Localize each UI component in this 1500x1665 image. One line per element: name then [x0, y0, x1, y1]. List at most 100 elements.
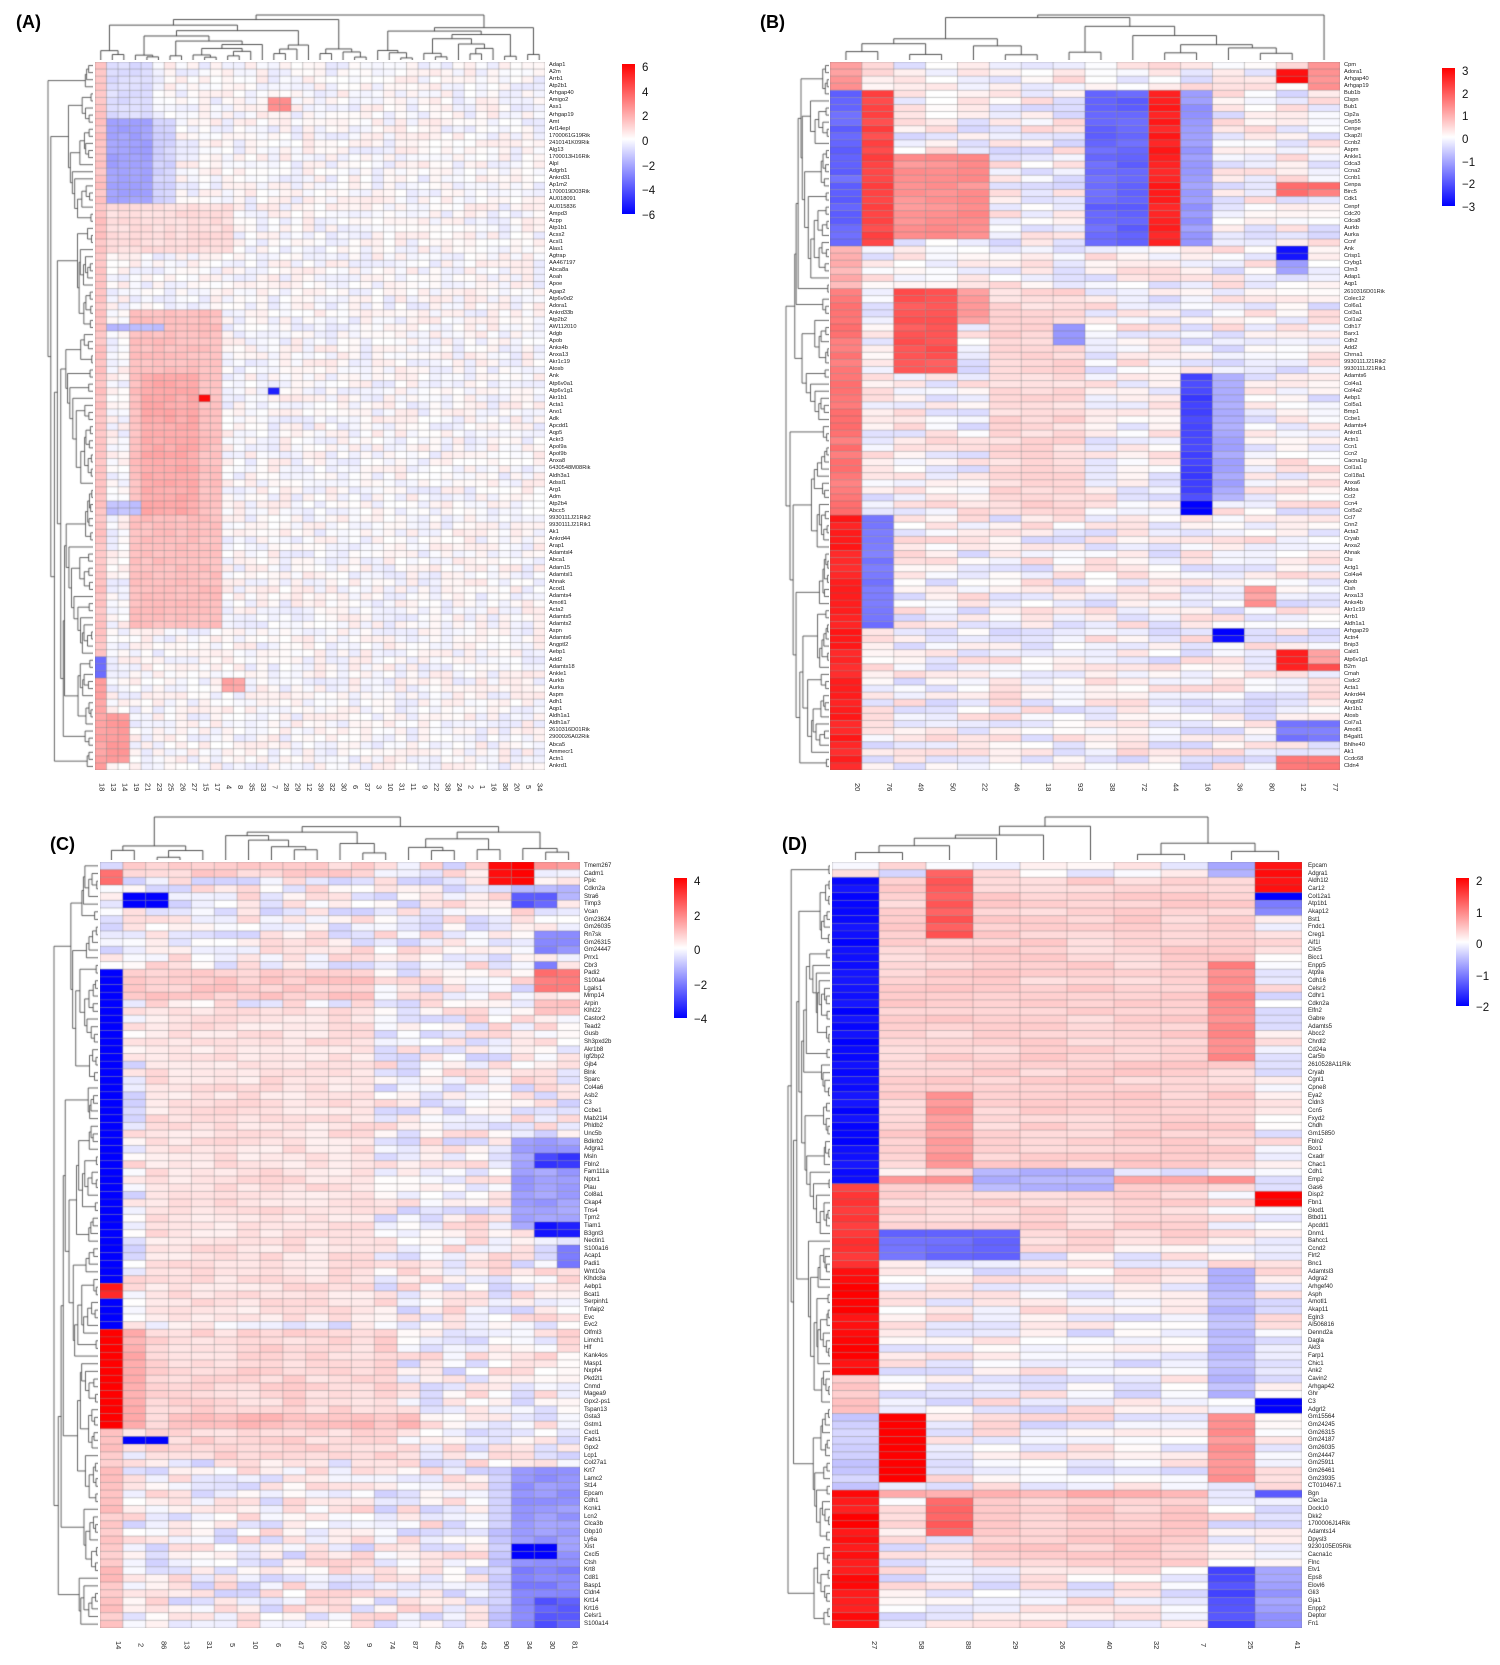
column-label: 31 [205, 1640, 215, 1650]
column-label: 12 [1299, 782, 1309, 792]
row-label: Acpp [549, 217, 562, 224]
row-label: Col18a1 [1344, 472, 1366, 479]
colorbar-tick-label: 2 [1462, 88, 1469, 101]
column-label: 17 [212, 782, 222, 792]
column-label: 74 [387, 1640, 397, 1650]
row-label: Akt3 [1308, 1344, 1321, 1352]
row-label: Gm26315 [1308, 1428, 1335, 1436]
row-label: Adgra1 [1308, 869, 1328, 877]
row-label: Ly6a [584, 1535, 597, 1543]
column-label: 46 [1012, 782, 1022, 792]
row-label: Ccn4 [1344, 500, 1358, 507]
row-label: Col6a1 [1344, 302, 1363, 309]
row-label: Arhgef40 [1308, 1283, 1333, 1291]
row-label: Amotl1 [1308, 1298, 1327, 1306]
row-label: Aebp1 [1344, 394, 1361, 401]
row-label: Apol9b [549, 451, 567, 458]
row-label: Bicc1 [1308, 953, 1323, 961]
row-label: Aurkb [549, 677, 564, 684]
row-label: Ghr [1308, 1390, 1319, 1398]
row-label: Ccbe1 [1344, 415, 1361, 422]
row-label: Adamts5 [549, 614, 572, 621]
row-label: Mmp14 [584, 992, 605, 1000]
colorbar-tick-label: 2 [642, 111, 649, 124]
row-label: Cacna1g [1344, 458, 1367, 465]
row-label: Celsr1 [584, 1612, 602, 1620]
row-label: Gm23935 [1308, 1474, 1335, 1482]
panel-a-label: (A) [16, 12, 41, 32]
row-labels: Epcam Adgra1 Aldh1l2 Car12 Col12a1 Atp1b1 Akap… [1308, 862, 1351, 1628]
column-label: 58 [917, 1640, 926, 1650]
column-label: 16 [489, 782, 499, 792]
row-label: Ankrd1 [549, 762, 568, 769]
row-label: Cpm [1344, 62, 1357, 68]
row-label: Adamtsl1 [549, 571, 573, 578]
colorbar-tick-label: 0 [1476, 939, 1483, 951]
colorbar-legend: 3 2 1 0 −1 −2 −3 [1442, 66, 1485, 214]
row-label: Eps8 [1308, 1574, 1322, 1582]
row-label: Klhdc8a [584, 1275, 607, 1283]
row-label: Birc5 [1344, 189, 1357, 196]
row-label: Adgrb1 [549, 168, 568, 175]
colorbar-gradient [1456, 878, 1469, 1006]
row-label: AI506816 [1308, 1321, 1335, 1329]
colorbar-gradient [674, 878, 687, 1018]
column-label: 35 [247, 782, 257, 792]
row-label: Alpl [549, 161, 559, 168]
column-label: 32 [328, 782, 338, 792]
row-label: Add2 [549, 656, 563, 663]
row-label: Ankrd1 [1344, 430, 1363, 437]
row-label: AA467197 [549, 260, 576, 267]
row-label: 9930111J21Rik2 [1344, 359, 1386, 366]
row-label: Lamc2 [584, 1474, 603, 1482]
row-label: Arhgap40 [549, 90, 574, 97]
column-label: 26 [178, 782, 188, 792]
row-label: Atp1b1 [549, 224, 568, 231]
row-label: Anxa8 [549, 458, 566, 465]
colorbar-tick-label: 4 [694, 876, 701, 888]
row-label: Cdh17 [1344, 323, 1361, 330]
row-label: Aoah [549, 274, 563, 281]
row-label: Bub1 [1344, 104, 1358, 111]
row-label: Krt7 [584, 1466, 596, 1474]
row-label: Ccn2 [1344, 451, 1358, 458]
row-label: Atp2b2 [549, 316, 568, 323]
row-label: Gpx2 [584, 1443, 599, 1451]
row-label: Adgra2 [1308, 1275, 1328, 1283]
row-label: Phldb2 [584, 1122, 603, 1130]
column-label: 28 [342, 1640, 352, 1650]
row-label: Atp6v0d2 [549, 295, 574, 302]
row-label: Aebp1 [584, 1283, 602, 1291]
row-label: Sparc [584, 1076, 600, 1084]
colorbar-tick-label: 0 [642, 136, 649, 148]
row-label: Csdc2 [1344, 677, 1361, 684]
row-label: Clspn [1344, 97, 1359, 104]
column-label: 77 [1331, 782, 1340, 792]
row-label: Xist [584, 1543, 595, 1551]
row-dendrogram [46, 62, 93, 770]
row-label: Cryab [1308, 1068, 1325, 1076]
row-label: Msln [584, 1152, 597, 1160]
row-label: Anxa6 [1344, 479, 1361, 486]
row-label: Cenpe [1344, 125, 1361, 132]
row-label: Clu [1344, 557, 1353, 564]
column-label: 72 [1139, 782, 1149, 792]
row-label: Atp9a [1308, 969, 1324, 977]
row-label: Epcam [584, 1489, 603, 1497]
row-label: Anxa13 [549, 352, 569, 359]
row-label: Fbn1 [1308, 1198, 1322, 1206]
row-label: Cdkn2a [1308, 999, 1330, 1007]
row-label: Anxa2 [1344, 543, 1361, 550]
column-dendrogram [100, 814, 580, 860]
row-label: Amotl1 [1344, 727, 1362, 734]
row-label: Gm24245 [1308, 1420, 1335, 1428]
row-label: Amotl1 [549, 599, 567, 606]
row-label: Emp2 [1308, 1175, 1324, 1183]
row-label: Abcc2 [1308, 1030, 1325, 1038]
row-label: 1700013H16Rik [549, 154, 590, 161]
row-label: Plau [584, 1183, 597, 1191]
row-label: Actg1 [1344, 564, 1359, 571]
row-label: Gm24447 [1308, 1451, 1335, 1459]
row-label: Gja1 [1308, 1597, 1321, 1604]
row-label: Aqp1 [1344, 281, 1358, 288]
